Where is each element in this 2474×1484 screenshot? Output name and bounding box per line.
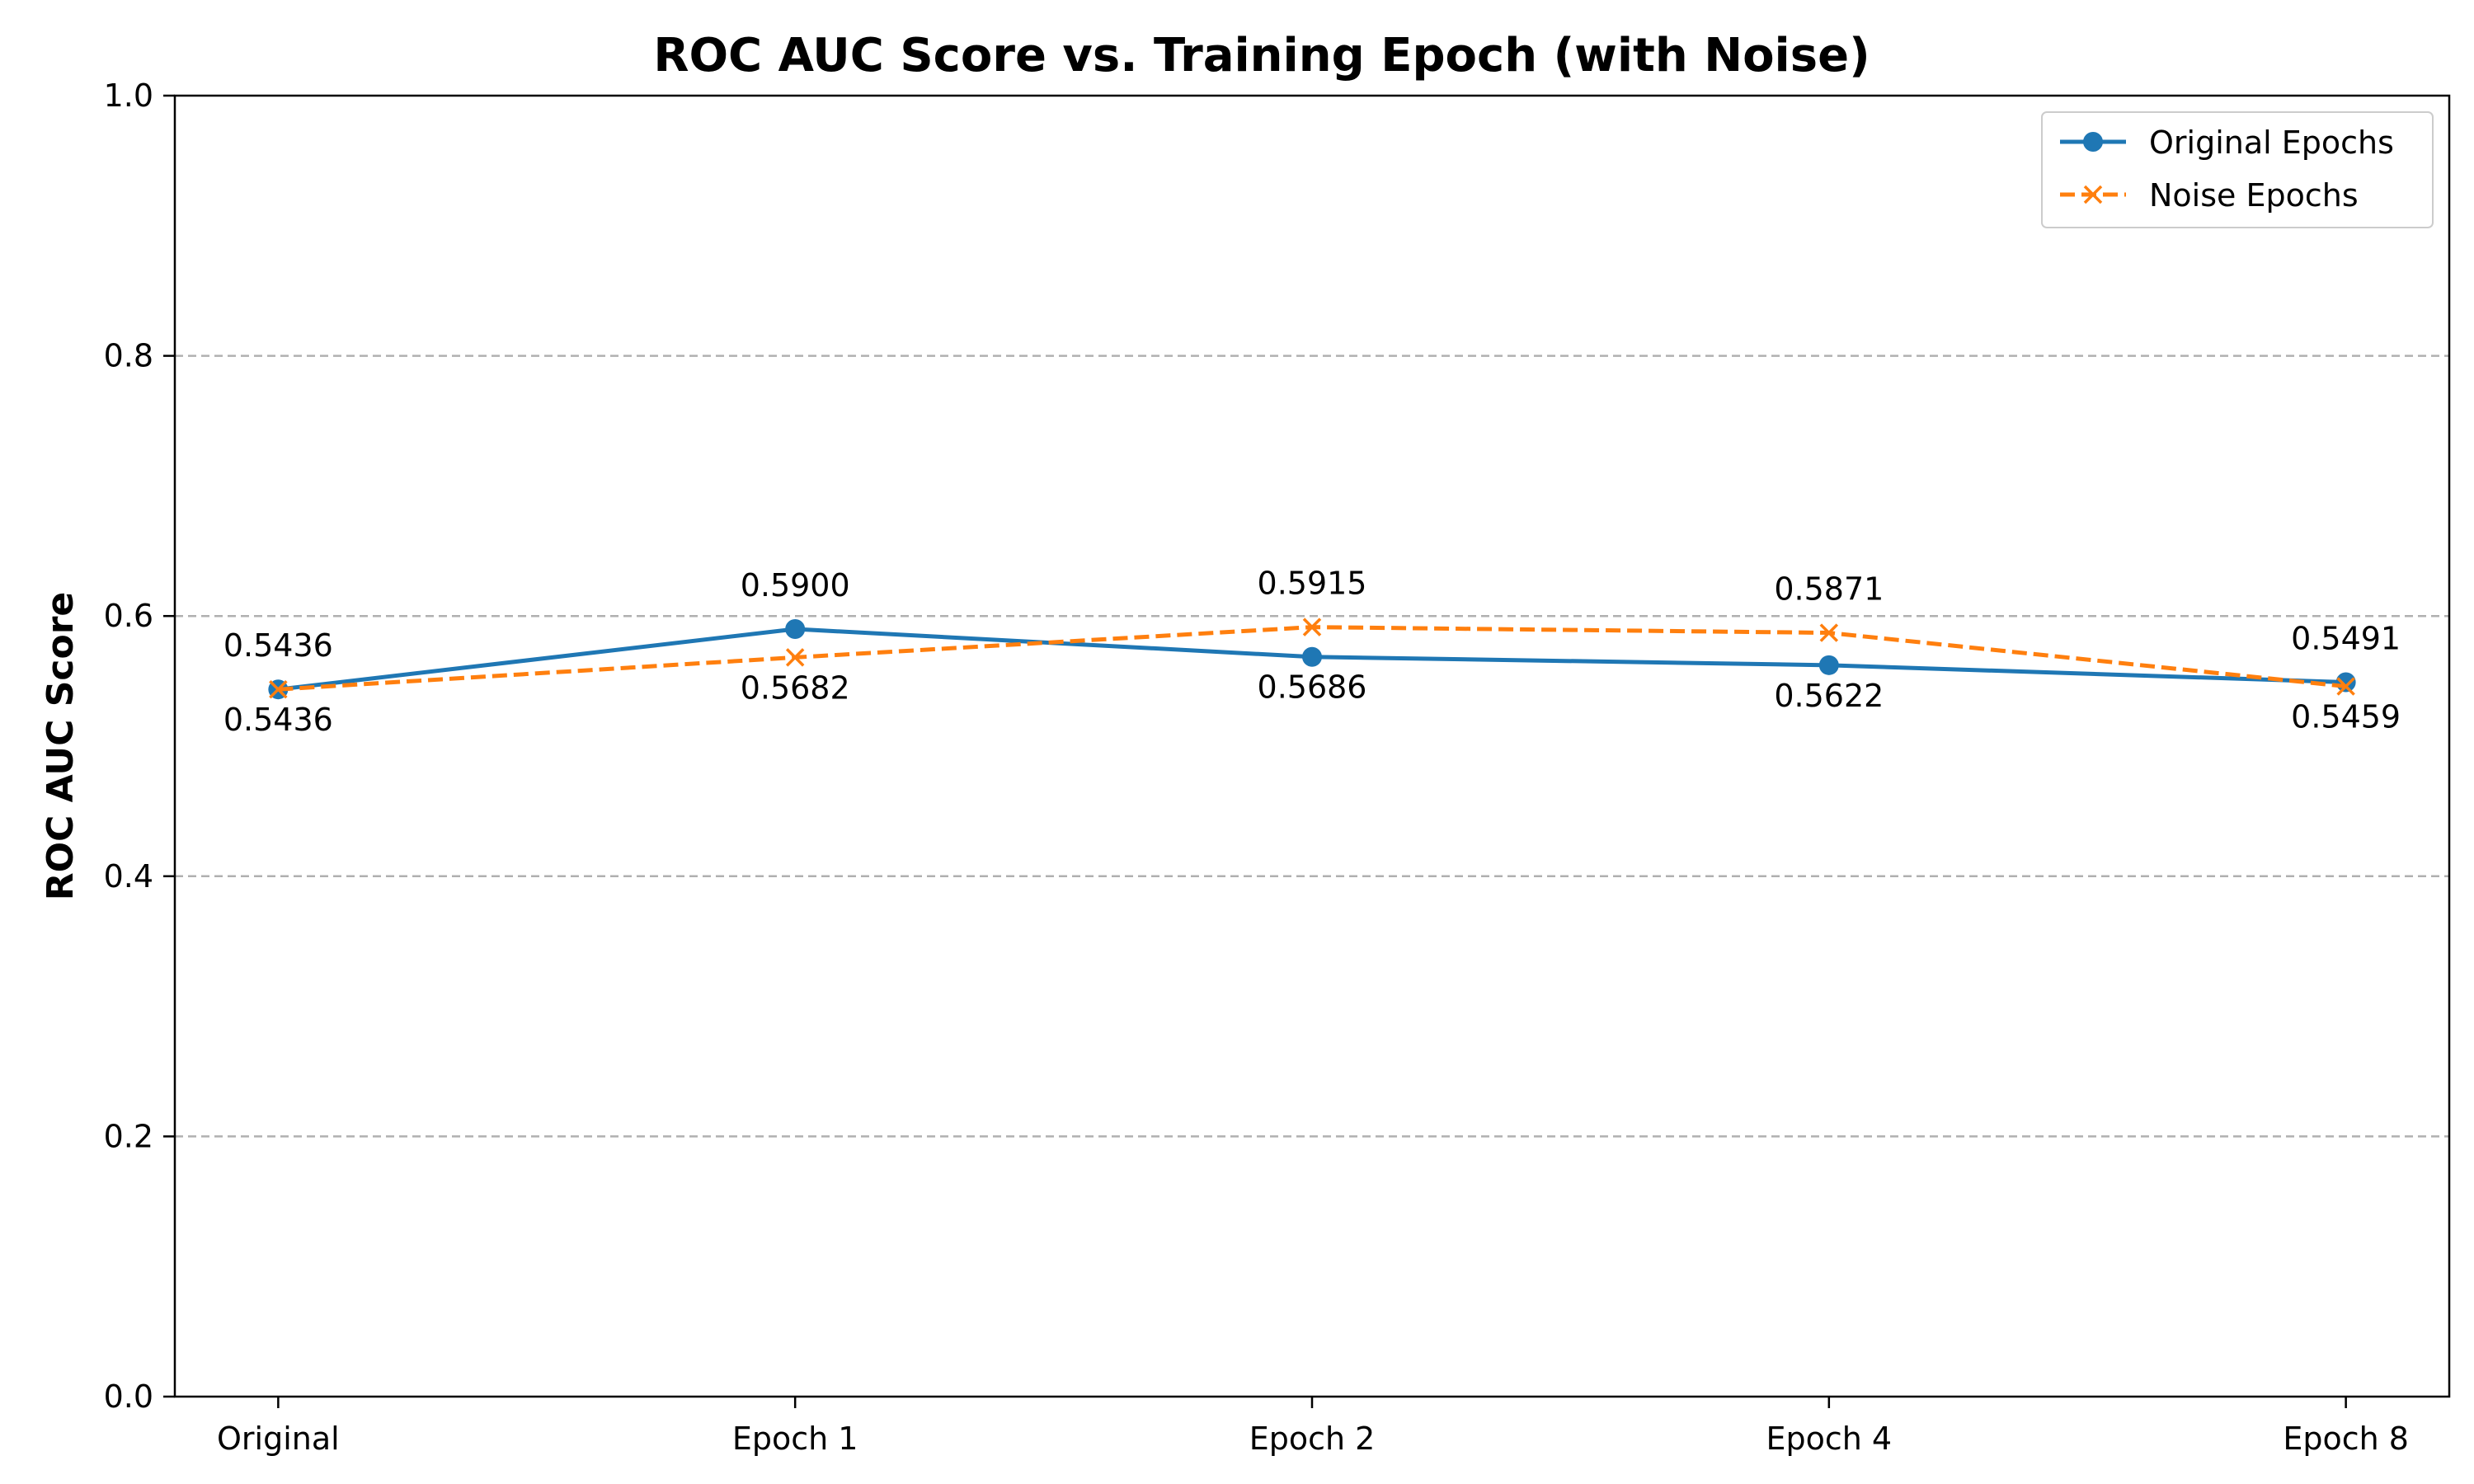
data-label-lower-0: 0.5436 [223, 702, 333, 738]
y-tick-label-2: 0.4 [104, 858, 153, 895]
series-group [268, 618, 2356, 700]
legend-box [2041, 111, 2434, 228]
plot-frame [173, 94, 2451, 1398]
series-1-point-0 [269, 679, 288, 699]
series-1-point-1-stroke-b [785, 648, 805, 667]
axes: 0.0 0.2 0.4 0.6 0.8 1.0 Original Epoch 1 Epoch 2… [104, 77, 2409, 1457]
series-0-point-4 [2335, 672, 2356, 693]
series-1-point-3 [1819, 623, 1839, 642]
series-1-point-3-stroke-b [1819, 623, 1839, 642]
y-tick-label-4: 0.8 [104, 338, 153, 374]
data-label-lower-1: 0.5682 [741, 669, 850, 706]
series-1-point-2-stroke-b [1302, 618, 1322, 636]
legend-marker-0 [2083, 132, 2103, 152]
data-label-lower-3: 0.5622 [1774, 678, 1884, 714]
x-tick-label-0: Original [217, 1421, 340, 1457]
chart-title: ROC AUC Score vs. Training Epoch (with N… [653, 29, 1870, 82]
series-1-point-4 [2336, 677, 2355, 696]
series-1-point-1 [785, 648, 805, 667]
grid-lines [175, 355, 2449, 1138]
data-label-upper-4: 0.5491 [2291, 621, 2401, 657]
legend-label-1: Noise Epochs [2149, 177, 2359, 214]
series-1-point-2 [1302, 618, 1322, 636]
legend-marker-1 [2083, 185, 2103, 204]
data-label-upper-2: 0.5915 [1258, 566, 1367, 602]
series-0-point-3 [1818, 655, 1839, 675]
legend-marker-1-stroke-b [2083, 185, 2103, 204]
legend-label-0: Original Epochs [2149, 124, 2394, 161]
x-tick-label-1: Epoch 1 [732, 1421, 858, 1457]
data-label-upper-0: 0.5436 [223, 627, 333, 664]
legend: Original Epochs Noise Epochs [2041, 111, 2434, 228]
x-tick-label-4: Epoch 8 [2283, 1421, 2409, 1457]
y-tick-label-1: 0.2 [104, 1118, 153, 1154]
y-axis-label: ROC AUC Score [40, 592, 82, 900]
series-1-point-0-stroke-b [269, 679, 288, 699]
series-0-point-1 [785, 618, 806, 639]
y-tick-label-3: 0.6 [104, 598, 153, 634]
data-label-upper-3: 0.5871 [1774, 571, 1884, 608]
y-tick-label-0: 0.0 [104, 1378, 153, 1415]
series-1-point-4-stroke-b [2336, 677, 2355, 696]
series-1 [269, 618, 2355, 699]
series-0-point-2 [1302, 646, 1322, 667]
data-label-lower-2: 0.5686 [1258, 669, 1367, 706]
data-labels: 0.5436 0.5436 0.5900 0.5682 0.5915 0.5686 0.58… [223, 566, 2401, 739]
x-tick-label-2: Epoch 2 [1249, 1421, 1376, 1457]
x-tick-label-3: Epoch 4 [1766, 1421, 1893, 1457]
y-tick-label-5: 1.0 [104, 77, 153, 114]
data-label-upper-1: 0.5900 [741, 567, 850, 603]
data-label-lower-4: 0.5459 [2291, 699, 2401, 735]
